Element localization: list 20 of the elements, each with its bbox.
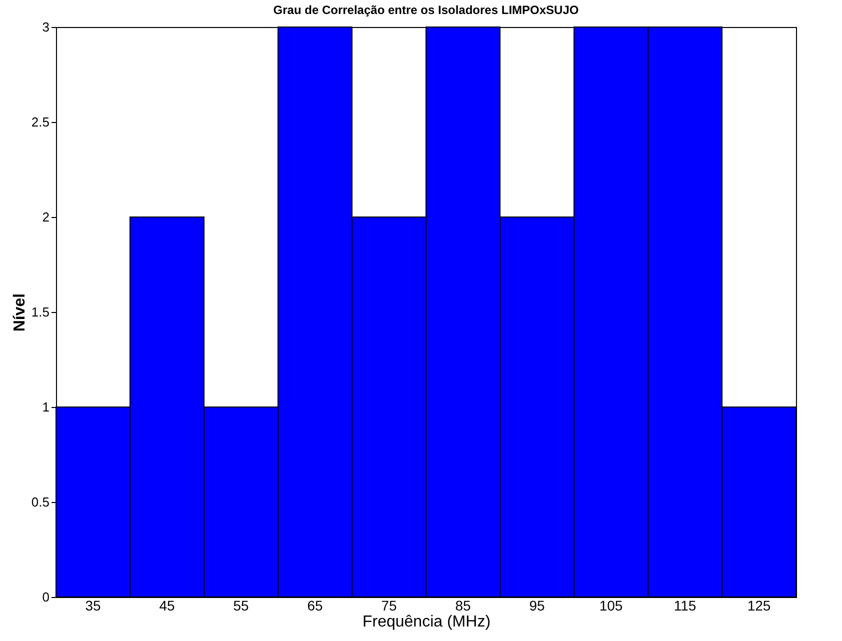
x-tick-label: 35 bbox=[85, 598, 101, 614]
y-tick-label: 2 bbox=[42, 210, 50, 224]
chart-title: Grau de Correlação entre os Isoladores LIMPOxSUJO bbox=[273, 3, 579, 17]
x-tick-label: 115 bbox=[674, 598, 696, 614]
y-tick-label: 1 bbox=[42, 400, 50, 414]
x-tick-label: 75 bbox=[381, 598, 397, 614]
x-tick-label: 55 bbox=[233, 598, 249, 614]
y-tick-label: 0.5 bbox=[31, 494, 50, 510]
y-axis-title: Nível bbox=[11, 293, 28, 332]
x-tick-label: 85 bbox=[455, 598, 471, 614]
x-tick-label: 125 bbox=[747, 598, 771, 614]
x-tick-label: 45 bbox=[159, 598, 175, 614]
x-axis-title: Frequência (MHz) bbox=[362, 614, 491, 630]
x-tick-label: 65 bbox=[307, 598, 323, 614]
y-tick-label: 2.5 bbox=[31, 114, 50, 130]
y-tick-label: 3 bbox=[42, 20, 50, 34]
x-tick-label: 95 bbox=[529, 598, 545, 614]
x-tick-label: 105 bbox=[599, 598, 623, 614]
y-tick-label: 0 bbox=[42, 590, 50, 604]
y-tick-label: 1.5 bbox=[31, 304, 50, 320]
